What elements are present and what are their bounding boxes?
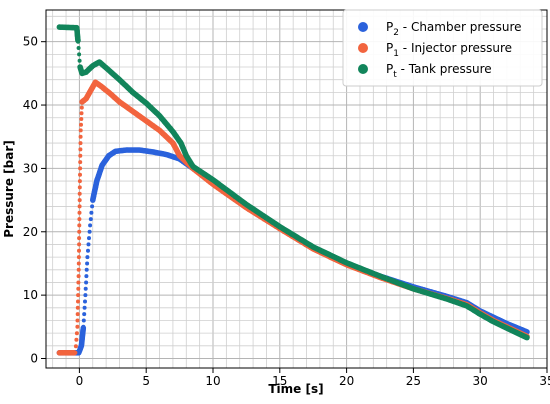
x-tick-label: 15 xyxy=(272,374,287,388)
data-point xyxy=(88,217,93,222)
data-point xyxy=(74,337,79,342)
data-point xyxy=(83,299,87,304)
axis-ticks: 0 5 10 15 20 25 30 35 0 10 20 30 40 50 xyxy=(23,35,550,388)
data-point xyxy=(77,191,82,196)
data-point xyxy=(84,280,89,285)
legend-marker-p2 xyxy=(358,22,368,32)
data-point xyxy=(76,267,81,272)
data-point xyxy=(81,318,86,323)
data-point xyxy=(83,286,88,291)
y-axis-title: Pressure [bar] xyxy=(2,140,16,238)
y-tick-label: 10 xyxy=(23,288,38,302)
data-point xyxy=(77,58,82,63)
series-t xyxy=(56,24,530,341)
data-point xyxy=(88,223,93,228)
data-point xyxy=(78,134,83,139)
legend-label-pt: Pt - Tank pressure xyxy=(386,62,492,80)
data-point xyxy=(77,204,82,209)
x-tick-label: 20 xyxy=(339,374,354,388)
data-point xyxy=(77,52,82,57)
x-tick-label: 0 xyxy=(76,374,84,388)
legend: P2 - Chamber pressure P1 - Injector pres… xyxy=(342,9,543,87)
data-point xyxy=(524,334,530,341)
data-point xyxy=(90,204,95,209)
data-point xyxy=(84,274,89,279)
legend-box xyxy=(342,9,543,87)
data-point xyxy=(75,305,80,310)
data-point xyxy=(83,293,88,298)
data-point xyxy=(73,344,78,349)
x-tick-label: 25 xyxy=(406,374,421,388)
data-point xyxy=(75,324,80,329)
data-point xyxy=(77,198,82,203)
data-point xyxy=(84,267,89,272)
x-tick-label: 5 xyxy=(142,374,150,388)
x-tick-label: 35 xyxy=(539,374,550,388)
data-point xyxy=(85,255,90,260)
data-point xyxy=(78,128,83,133)
data-point xyxy=(76,46,81,50)
data-point xyxy=(76,286,81,291)
x-tick-label: 30 xyxy=(473,374,488,388)
data-point xyxy=(81,324,86,329)
data-point xyxy=(77,236,82,241)
x-axis-title: Time [s] xyxy=(268,382,323,396)
data-point xyxy=(79,117,84,121)
data-point xyxy=(76,39,81,44)
data-point xyxy=(78,172,82,177)
legend-label-p1: P1 - Injector pressure xyxy=(386,41,512,59)
data-point xyxy=(77,229,82,234)
data-point xyxy=(77,217,82,222)
data-point xyxy=(79,111,84,116)
legend-marker-p1 xyxy=(358,43,368,53)
data-point xyxy=(89,210,94,215)
y-tick-label: 20 xyxy=(23,225,38,239)
data-point xyxy=(77,248,81,253)
data-point xyxy=(77,179,82,184)
data-point xyxy=(74,331,79,336)
y-tick-label: 40 xyxy=(23,98,38,112)
data-point xyxy=(85,261,90,266)
plot-area xyxy=(56,24,530,356)
data-point xyxy=(87,229,92,234)
plot-frame xyxy=(45,9,548,369)
data-point xyxy=(76,293,81,298)
data-point xyxy=(78,141,83,146)
data-point xyxy=(75,312,80,317)
data-point xyxy=(79,105,84,110)
data-point xyxy=(76,261,81,266)
data-point xyxy=(79,122,83,127)
data-point xyxy=(78,147,83,152)
data-point xyxy=(87,236,91,241)
data-point xyxy=(77,210,82,215)
data-point xyxy=(73,350,78,355)
data-point xyxy=(82,305,87,310)
data-point xyxy=(82,312,87,317)
data-point xyxy=(75,318,80,323)
data-point xyxy=(76,299,80,304)
legend-label-p2: P2 - Chamber pressure xyxy=(386,20,522,38)
legend-marker-pt xyxy=(358,64,368,74)
data-point xyxy=(78,166,83,171)
data-point xyxy=(77,242,82,247)
data-point xyxy=(78,153,83,158)
y-tick-label: 50 xyxy=(23,35,38,49)
data-point xyxy=(76,274,81,279)
data-point xyxy=(78,160,83,165)
data-point xyxy=(76,280,81,285)
data-point xyxy=(76,255,81,260)
data-point xyxy=(77,185,82,190)
data-point xyxy=(77,223,82,228)
data-point xyxy=(86,248,90,253)
y-tick-label: 30 xyxy=(23,161,38,175)
data-point xyxy=(86,242,91,247)
x-tick-label: 10 xyxy=(205,374,220,388)
y-tick-label: 0 xyxy=(30,351,38,365)
